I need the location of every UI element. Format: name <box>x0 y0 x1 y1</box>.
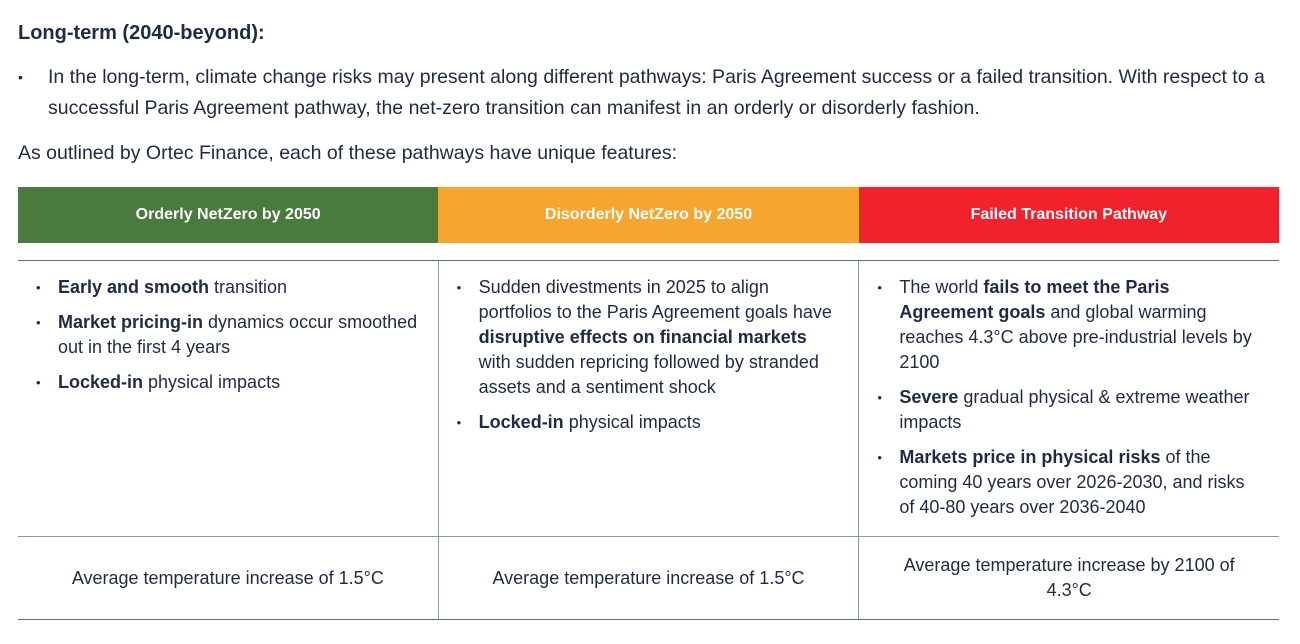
intro-text: As outlined by Ortec Finance, each of th… <box>18 142 678 164</box>
feature-bullet-text: physical impacts <box>143 372 281 392</box>
temperature-row: Average temperature increase of 1.5°C Av… <box>18 537 1279 620</box>
header-failed: Failed Transition Pathway <box>858 187 1279 243</box>
feature-bullet: Locked-in physical impacts <box>32 370 420 395</box>
feature-bullet-text: gradual physical & extreme weather impac… <box>899 387 1250 432</box>
orderly-temperature-text: Average temperature increase of 1.5°C <box>71 567 384 588</box>
disorderly-features-cell: Sudden divestments in 2025 to align port… <box>439 261 860 536</box>
feature-bullet: Markets price in physical risks of the c… <box>873 445 1261 520</box>
feature-bullet-text: transition <box>209 277 288 297</box>
feature-bullet-text: Sudden divestments in 2025 to align port… <box>478 277 832 322</box>
orderly-temperature-cell: Average temperature increase of 1.5°C <box>18 537 439 619</box>
header-orderly: Orderly NetZero by 2050 <box>18 187 439 243</box>
disorderly-temperature-text: Average temperature increase of 1.5°C <box>492 567 805 588</box>
disorderly-temperature-cell: Average temperature increase of 1.5°C <box>439 537 860 619</box>
feature-bullet-bold-text: Severe <box>899 387 959 407</box>
feature-bullet-bold-text: Early and smooth <box>58 277 210 297</box>
feature-bullet-bold-text: disruptive effects on financial markets <box>478 327 807 347</box>
feature-bullet-text: of the coming 40 years over 2026-2030, a… <box>899 447 1245 517</box>
failed-features-cell: The world fails to meet the Paris Agreem… <box>859 261 1279 536</box>
failed-temperature-text: Average temperature increase by 2100 of … <box>903 555 1235 600</box>
feature-bullet-text: physical impacts <box>563 412 701 432</box>
disorderly-features-list: Sudden divestments in 2025 to align port… <box>453 275 841 435</box>
feature-bullet-bold-text: Markets price in physical risks <box>899 447 1161 467</box>
feature-bullet-bold-text: Market pricing-in <box>58 312 204 332</box>
failed-features-list: The world fails to meet the Paris Agreem… <box>873 275 1261 520</box>
feature-bullet-text: The world <box>899 277 984 297</box>
feature-bullet: The world fails to meet the Paris Agreem… <box>873 275 1261 375</box>
pathways-table: Early and smooth transitionMarket pricin… <box>18 260 1279 620</box>
bullet-dot: • <box>18 69 23 85</box>
feature-bullet: Locked-in physical impacts <box>453 410 841 435</box>
failed-temperature-cell: Average temperature increase by 2100 of … <box>859 537 1279 619</box>
feature-bullet-bold-text: Locked-in <box>58 372 144 392</box>
features-row: Early and smooth transitionMarket pricin… <box>18 261 1279 537</box>
header-disorderly: Disorderly NetZero by 2050 <box>438 187 859 243</box>
intro-bullet: • In the long-term, climate change risks… <box>18 62 1288 124</box>
section-heading: Long-term (2040-beyond): <box>18 22 265 44</box>
pathways-header-row: Orderly NetZero by 2050 Disorderly NetZe… <box>18 187 1279 243</box>
orderly-features-list: Early and smooth transitionMarket pricin… <box>32 275 420 395</box>
feature-bullet-text: and global warming reaches 4.3°C above p… <box>899 302 1252 372</box>
feature-bullet: Early and smooth transition <box>32 275 420 300</box>
orderly-features-cell: Early and smooth transitionMarket pricin… <box>18 261 439 536</box>
intro-bullet-text: In the long-term, climate change risks m… <box>48 66 1265 119</box>
feature-bullet-bold-text: Locked-in <box>478 412 564 432</box>
feature-bullet-text: with sudden repricing followed by strand… <box>478 352 819 397</box>
feature-bullet: Sudden divestments in 2025 to align port… <box>453 275 841 400</box>
feature-bullet: Severe gradual physical & extreme weathe… <box>873 385 1261 435</box>
feature-bullet: Market pricing-in dynamics occur smoothe… <box>32 310 420 360</box>
feature-bullet-bold-text: fails to meet the Paris Agreement goals <box>899 277 1170 322</box>
feature-bullet-text: dynamics occur smoothed out in the first… <box>58 312 418 357</box>
